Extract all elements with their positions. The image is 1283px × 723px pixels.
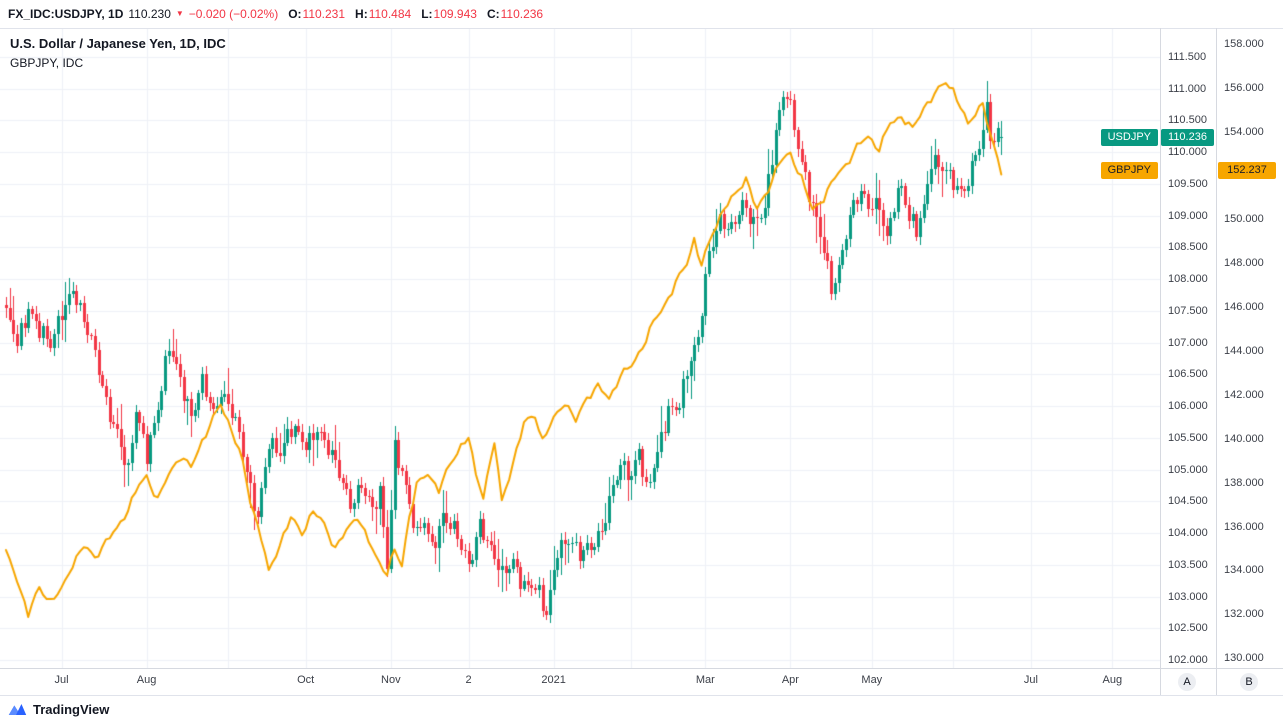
- price-tick-label: 104.000: [1168, 527, 1208, 540]
- price-change: −0.020 (−0.02%): [188, 7, 279, 21]
- time-tick-label: Jul: [54, 674, 69, 686]
- price-tick-label: 158.000: [1224, 38, 1264, 50]
- symbol-interval[interactable]: FX_IDC:USDJPY, 1D: [8, 7, 124, 21]
- price-tick-label: 148.000: [1224, 257, 1264, 270]
- price-tick-label: 109.500: [1168, 177, 1208, 190]
- price-chart-canvas[interactable]: [0, 28, 1160, 668]
- usdjpy-name-badge: USDJPY: [1100, 129, 1158, 147]
- header-divider: [0, 28, 1283, 29]
- legend-main-series[interactable]: U.S. Dollar / Japanese Yen, 1D, IDC: [10, 36, 226, 51]
- price-tick-label: 107.000: [1168, 336, 1208, 349]
- price-tick-label: 109.000: [1168, 209, 1208, 222]
- price-tick-label: 154.000: [1224, 125, 1264, 138]
- ohlc-close: C: 110.236: [486, 7, 544, 21]
- price-tick-label: 103.500: [1168, 558, 1208, 571]
- price-tick-label: 156.000: [1224, 81, 1264, 94]
- price-tick-label: 134.000: [1224, 564, 1264, 577]
- price-down-triangle-icon: ▼: [175, 8, 184, 18]
- time-tick-label: Nov: [381, 674, 401, 686]
- legend-overlay-series[interactable]: GBPJPY, IDC: [10, 56, 84, 70]
- price-tick-label: 110.500: [1168, 114, 1207, 127]
- time-tick-label: Jul: [1023, 674, 1038, 686]
- time-tick-label: Aug: [136, 674, 157, 686]
- price-tick-label: 102.500: [1168, 622, 1208, 635]
- price-tick-label: 111.500: [1168, 51, 1207, 63]
- price-tick-label: 106.500: [1168, 368, 1208, 381]
- time-tick-label: Apr: [781, 674, 799, 686]
- price-tick-label: 103.000: [1168, 590, 1208, 603]
- price-tick-label: 104.500: [1168, 495, 1208, 508]
- ohlc-high: H: 110.484: [355, 7, 412, 21]
- price-tick-label: 105.000: [1168, 463, 1208, 476]
- axis-divider-1: [1160, 28, 1161, 695]
- tradingview-logo-icon[interactable]: [8, 702, 27, 717]
- price-tick-label: 107.500: [1168, 304, 1208, 317]
- price-tick-label: 105.500: [1168, 431, 1208, 444]
- time-tick-label: Mar: [695, 674, 715, 686]
- time-tick-label: Oct: [297, 674, 315, 686]
- chart-legend: U.S. Dollar / Japanese Yen, 1D, IDC GBPJ…: [10, 36, 226, 70]
- price-tick-label: 144.000: [1224, 345, 1264, 358]
- price-tick-label: 108.500: [1168, 241, 1208, 254]
- time-tick-label: 2: [465, 674, 472, 686]
- price-tick-label: 140.000: [1224, 432, 1264, 445]
- price-tick-label: 102.000: [1168, 654, 1208, 666]
- price-tick-label: 108.000: [1168, 273, 1208, 286]
- tradingview-brand[interactable]: TradingView: [33, 702, 110, 717]
- gbpjpy-price-badge: 152.237: [1218, 162, 1276, 180]
- time-axis-divider: [0, 668, 1283, 669]
- price-tick-label: 130.000: [1224, 652, 1264, 665]
- ohlc-open: O: 110.231: [288, 7, 346, 21]
- axis-divider-2: [1216, 28, 1217, 695]
- price-axis-usdjpy[interactable]: 111.500 111.000 110.500 110.000 109.500 109.0…: [1161, 28, 1216, 668]
- scale-a-button[interactable]: A: [1178, 673, 1196, 691]
- time-tick-label: Aug: [1102, 674, 1123, 686]
- price-tick-label: 110.000: [1168, 146, 1207, 159]
- usdjpy-price-badge: 110.236: [1161, 129, 1214, 147]
- ohlc-low: L: 109.943: [421, 7, 477, 21]
- gbpjpy-name-badge: GBPJPY: [1100, 162, 1158, 180]
- price-tick-label: 150.000: [1224, 213, 1264, 226]
- scale-b-button[interactable]: B: [1240, 673, 1258, 691]
- price-axis-gbpjpy[interactable]: 158.000156.000154.000152.000150.000148.0…: [1217, 28, 1283, 668]
- time-axis[interactable]: Jul Aug Oct Nov 2 2021 Mar Apr May Jul Aug: [0, 669, 1159, 695]
- price-tick-label: 142.000: [1224, 388, 1264, 401]
- price-tick-label: 136.000: [1224, 520, 1264, 533]
- last-price: 110.230: [128, 7, 171, 21]
- footer-divider: [0, 695, 1283, 696]
- price-tick-label: 146.000: [1224, 301, 1264, 314]
- price-tick-label: 106.000: [1168, 400, 1208, 413]
- time-tick-label: May: [861, 674, 883, 686]
- chart-header: FX_IDC:USDJPY, 1D 110.230 ▼ −0.020 (−0.0…: [0, 0, 1283, 28]
- footer-bar: TradingView: [0, 696, 1283, 723]
- time-tick-label: 2021: [541, 674, 566, 686]
- price-tick-label: 138.000: [1224, 476, 1264, 489]
- price-tick-label: 111.000: [1168, 82, 1207, 95]
- price-tick-label: 132.000: [1224, 608, 1264, 621]
